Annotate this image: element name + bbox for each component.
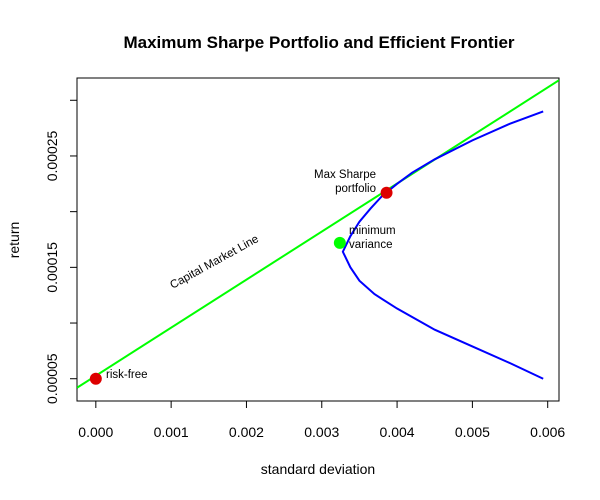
x-tick-label: 0.000 [78,424,113,440]
capital-market-line [77,79,559,389]
y-axis: 0.00005 0.00015 0.00025 [44,99,77,404]
x-tick-label: 0.003 [304,424,339,440]
efficient-frontier-curve [341,110,544,380]
x-tick-label: 0.001 [154,424,189,440]
max-sharpe-label-line1: Max Sharpe [314,169,376,181]
x-axis-label: standard deviation [261,461,375,477]
x-tick-label: 0.004 [380,424,415,440]
x-tick-label: 0.002 [229,424,264,440]
y-tick-label: 0.00015 [44,242,60,293]
chart-title: Maximum Sharpe Portfolio and Efficient F… [123,33,514,52]
y-axis-label: return [6,222,22,259]
y-tick-label: 0.00025 [44,130,60,181]
min-variance-label-line2: variance [349,239,392,251]
max-sharpe-label-line2: portfolio [335,183,376,195]
max-sharpe-point [380,186,393,199]
plot-area-border [76,77,560,402]
y-tick-label: 0.00005 [44,353,60,404]
min-variance-label-line1: minimum [349,225,396,237]
x-tick-label: 0.005 [455,424,490,440]
risk-free-point [89,372,102,385]
min-variance-point [333,236,346,249]
capital-market-line-label: Capital Market Line [168,233,260,292]
risk-free-label: risk-free [106,369,148,381]
x-tick-label: 0.006 [530,424,565,440]
x-axis: 0.000 0.001 0.002 0.003 0.004 0.005 0.006 [78,401,565,440]
